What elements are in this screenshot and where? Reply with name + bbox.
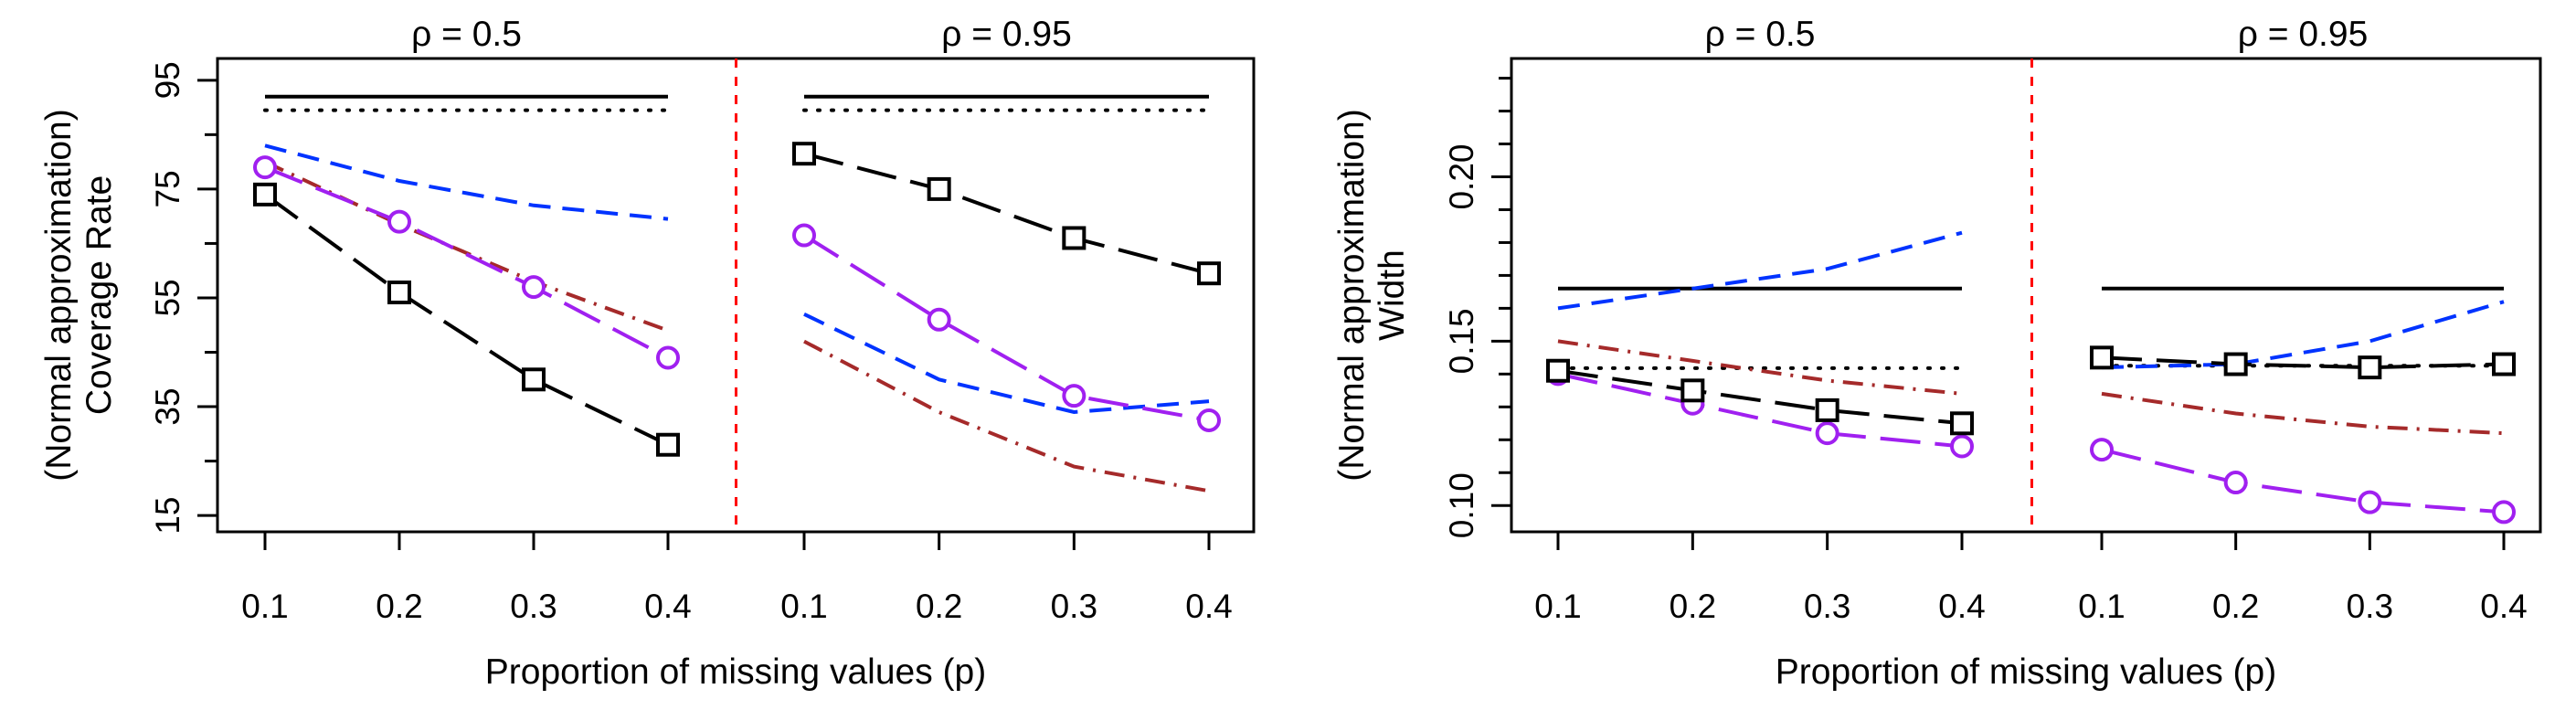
data-point-purple-circles xyxy=(2223,471,2248,495)
data-point-purple-circles xyxy=(792,223,816,248)
x-tick-label: 0.1 xyxy=(2078,588,2125,625)
data-point-black-squares xyxy=(1815,397,1839,422)
plot-frame xyxy=(1510,57,2542,534)
data-point-purple-circles xyxy=(2090,438,2114,462)
chart-0: 15 35 55 75 95 (Normal approximation) Coverage… xyxy=(39,15,1256,692)
x-axis-title: Proportion of missing values (p) xyxy=(485,652,986,692)
y-tick-label: 0.20 xyxy=(1443,143,1480,209)
x-tick-label: 0.4 xyxy=(2480,588,2527,625)
x-tick-label: 0.2 xyxy=(376,588,422,625)
series-line-black-squares xyxy=(263,193,669,447)
data-point-black-squares xyxy=(1680,378,1705,403)
data-point-black-squares xyxy=(1062,226,1087,250)
x-tick-label: 0.1 xyxy=(780,588,827,625)
series-line-black-squares xyxy=(803,152,1210,276)
x-tick-label: 0.3 xyxy=(510,588,557,625)
x-tick-label: 0.4 xyxy=(644,588,691,625)
data-point-black-squares xyxy=(1950,411,1974,436)
data-point-black-squares xyxy=(522,367,546,392)
panel-title: ρ = 0.95 xyxy=(941,15,1072,54)
x-axis-title: Proportion of missing values (p) xyxy=(1776,652,2276,692)
data-point-black-squares xyxy=(2223,352,2248,376)
y-tick-label: 0.15 xyxy=(1443,308,1480,374)
x-tick-label: 0.2 xyxy=(1670,588,1716,625)
x-tick-label: 0.1 xyxy=(241,588,288,625)
y-tick-label: 75 xyxy=(149,170,186,207)
data-point-purple-circles xyxy=(2358,490,2382,514)
chart-1: 0.10 0.15 0.20 (Normal approximation) Width P… xyxy=(1332,15,2542,692)
y-axis-title: Width xyxy=(1373,249,1412,341)
y-tick-label: 15 xyxy=(149,497,186,535)
data-point-black-squares xyxy=(792,142,816,166)
series-line-red-dashdot xyxy=(803,339,1210,493)
data-point-black-squares xyxy=(2358,355,2382,380)
data-point-purple-circles xyxy=(1062,384,1087,408)
y-tick-label: 95 xyxy=(149,61,186,99)
data-point-purple-circles xyxy=(1815,421,1839,446)
data-point-purple-circles xyxy=(387,209,411,234)
data-point-purple-circles xyxy=(522,275,546,300)
data-point-black-squares xyxy=(1546,358,1570,383)
series-line-blue-dashed xyxy=(2101,300,2505,370)
y-tick-label: 55 xyxy=(149,279,186,316)
series-line-red-dashdot xyxy=(2101,391,2505,436)
x-tick-label: 0.4 xyxy=(1185,588,1232,625)
data-point-black-squares xyxy=(253,182,277,207)
x-tick-label: 0.3 xyxy=(1804,588,1850,625)
data-point-black-squares xyxy=(2090,345,2114,370)
series-line-red-dashdot xyxy=(264,160,669,333)
data-point-purple-circles xyxy=(1950,434,1974,459)
series-line-purple-circles xyxy=(1557,372,1963,449)
series-line-red-dashdot xyxy=(1557,339,1963,396)
y-axis-title: Coverage Rate xyxy=(80,175,119,415)
x-tick-label: 0.2 xyxy=(2212,588,2259,625)
x-tick-label: 0.3 xyxy=(1051,588,1097,625)
data-point-black-squares xyxy=(1197,261,1221,286)
data-point-black-squares xyxy=(2492,352,2516,376)
y-tick-label: 35 xyxy=(149,387,186,425)
data-point-purple-circles xyxy=(927,307,951,332)
x-tick-label: 0.2 xyxy=(916,588,962,625)
series-line-purple-circles xyxy=(802,233,1210,422)
data-point-black-squares xyxy=(387,281,411,305)
panel-title: ρ = 0.5 xyxy=(411,15,522,54)
panel-title: ρ = 0.95 xyxy=(2238,15,2369,54)
data-point-black-squares xyxy=(656,432,680,457)
panel-title: ρ = 0.5 xyxy=(1705,15,1816,54)
data-point-purple-circles xyxy=(2492,500,2516,525)
data-point-purple-circles xyxy=(656,345,680,370)
series-line-black-squares xyxy=(1557,368,1963,426)
series-line-purple-circles xyxy=(2101,448,2505,514)
y-axis-title: (Normal approximation) xyxy=(39,109,79,481)
data-point-purple-circles xyxy=(253,155,277,180)
series-line-blue-dashed xyxy=(803,312,1210,415)
series-line-blue-dashed xyxy=(264,143,669,221)
x-tick-label: 0.1 xyxy=(1534,588,1581,625)
series-line-blue-dashed xyxy=(1557,230,1963,311)
series-line-purple-circles xyxy=(264,165,669,360)
series-line-black-squares xyxy=(2101,355,2505,370)
data-point-black-squares xyxy=(927,176,951,201)
y-tick-label: 0.10 xyxy=(1443,472,1480,538)
data-point-purple-circles xyxy=(1197,408,1221,432)
y-axis-title: (Normal approximation) xyxy=(1332,109,1372,481)
x-tick-label: 0.3 xyxy=(2347,588,2393,625)
x-tick-label: 0.4 xyxy=(1938,588,1985,625)
